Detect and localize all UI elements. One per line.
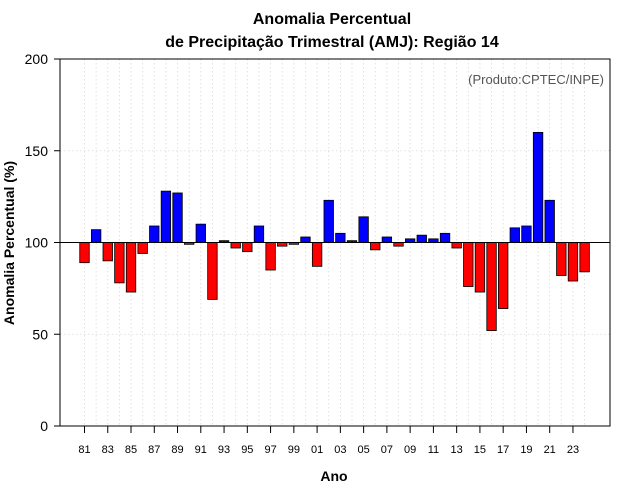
axes: 0 50 100 150 200 81 83 85 87 89 91 93 95 97 99 01 03 05 07… <box>25 51 611 456</box>
x-tick-label: 21 <box>544 444 556 456</box>
bar <box>393 242 404 247</box>
x-tick-label: 15 <box>474 444 486 456</box>
bar <box>149 225 160 243</box>
bar <box>90 229 102 243</box>
bar <box>428 238 439 243</box>
bar <box>404 238 416 243</box>
bar <box>253 225 265 243</box>
bar <box>486 242 497 331</box>
y-tick-label: 150 <box>25 143 49 159</box>
x-tick-label: 87 <box>148 444 160 456</box>
bar <box>579 242 590 273</box>
bar <box>137 242 148 254</box>
bar <box>463 242 474 287</box>
bar <box>370 242 381 251</box>
y-tick-label: 50 <box>32 326 48 342</box>
bar <box>416 234 427 243</box>
chart-title-line1: Anomalia Percentual <box>253 11 411 28</box>
y-axis-label: Anomalia Percentual (%) <box>1 161 17 325</box>
bar <box>323 199 334 243</box>
x-tick-label: 89 <box>171 444 183 456</box>
bar <box>102 242 113 262</box>
bar <box>439 232 451 243</box>
x-tick-label: 01 <box>311 444 323 456</box>
chart-title-line2: de Precipitação Trimestral (AMJ): Região… <box>165 34 499 51</box>
bar <box>79 242 90 264</box>
bar <box>567 242 579 282</box>
bar <box>532 131 544 243</box>
bar <box>230 242 241 249</box>
y-tick-label: 100 <box>25 235 49 251</box>
x-tick-label: 95 <box>241 444 253 456</box>
bar <box>556 242 567 276</box>
x-tick-label: 09 <box>404 444 416 456</box>
x-axis-label: Ano <box>320 468 347 484</box>
bar <box>498 242 509 309</box>
x-tick-label: 07 <box>381 444 393 456</box>
x-tick-label: 19 <box>520 444 532 456</box>
x-tick-label: 99 <box>288 444 300 456</box>
bar <box>311 242 323 267</box>
bar <box>381 236 393 243</box>
bar <box>521 225 532 243</box>
credit-label: (Produto:CPTEC/INPE) <box>468 72 604 87</box>
bar <box>509 227 520 243</box>
bar <box>335 232 346 243</box>
x-tick-label: 83 <box>102 444 114 456</box>
x-tick-label: 85 <box>125 444 137 456</box>
bar <box>160 190 172 243</box>
bars <box>79 131 590 331</box>
x-tick-label: 11 <box>428 444 439 456</box>
x-tick-label: 17 <box>497 444 509 456</box>
x-tick-label: 13 <box>451 444 463 456</box>
x-tick-label: 03 <box>334 444 346 456</box>
bar <box>114 242 125 284</box>
x-tick-label: 97 <box>264 444 276 456</box>
bar <box>474 242 486 293</box>
bar <box>277 242 288 247</box>
x-tick-label: 91 <box>195 444 207 456</box>
y-tick-label: 0 <box>40 418 48 434</box>
x-tick-label: 05 <box>357 444 369 456</box>
bar <box>125 242 137 293</box>
bar <box>207 242 218 300</box>
bar <box>242 242 253 253</box>
bar <box>451 242 462 249</box>
x-tick-label: 81 <box>78 444 90 456</box>
bar <box>195 223 206 243</box>
grid-lines <box>60 58 610 427</box>
bar <box>172 192 183 243</box>
x-tick-label: 93 <box>218 444 230 456</box>
bar <box>358 216 369 243</box>
bar <box>300 236 311 243</box>
x-tick-label: 23 <box>567 444 579 456</box>
y-tick-label: 200 <box>25 51 49 67</box>
bar <box>265 242 276 271</box>
bar <box>544 199 555 243</box>
